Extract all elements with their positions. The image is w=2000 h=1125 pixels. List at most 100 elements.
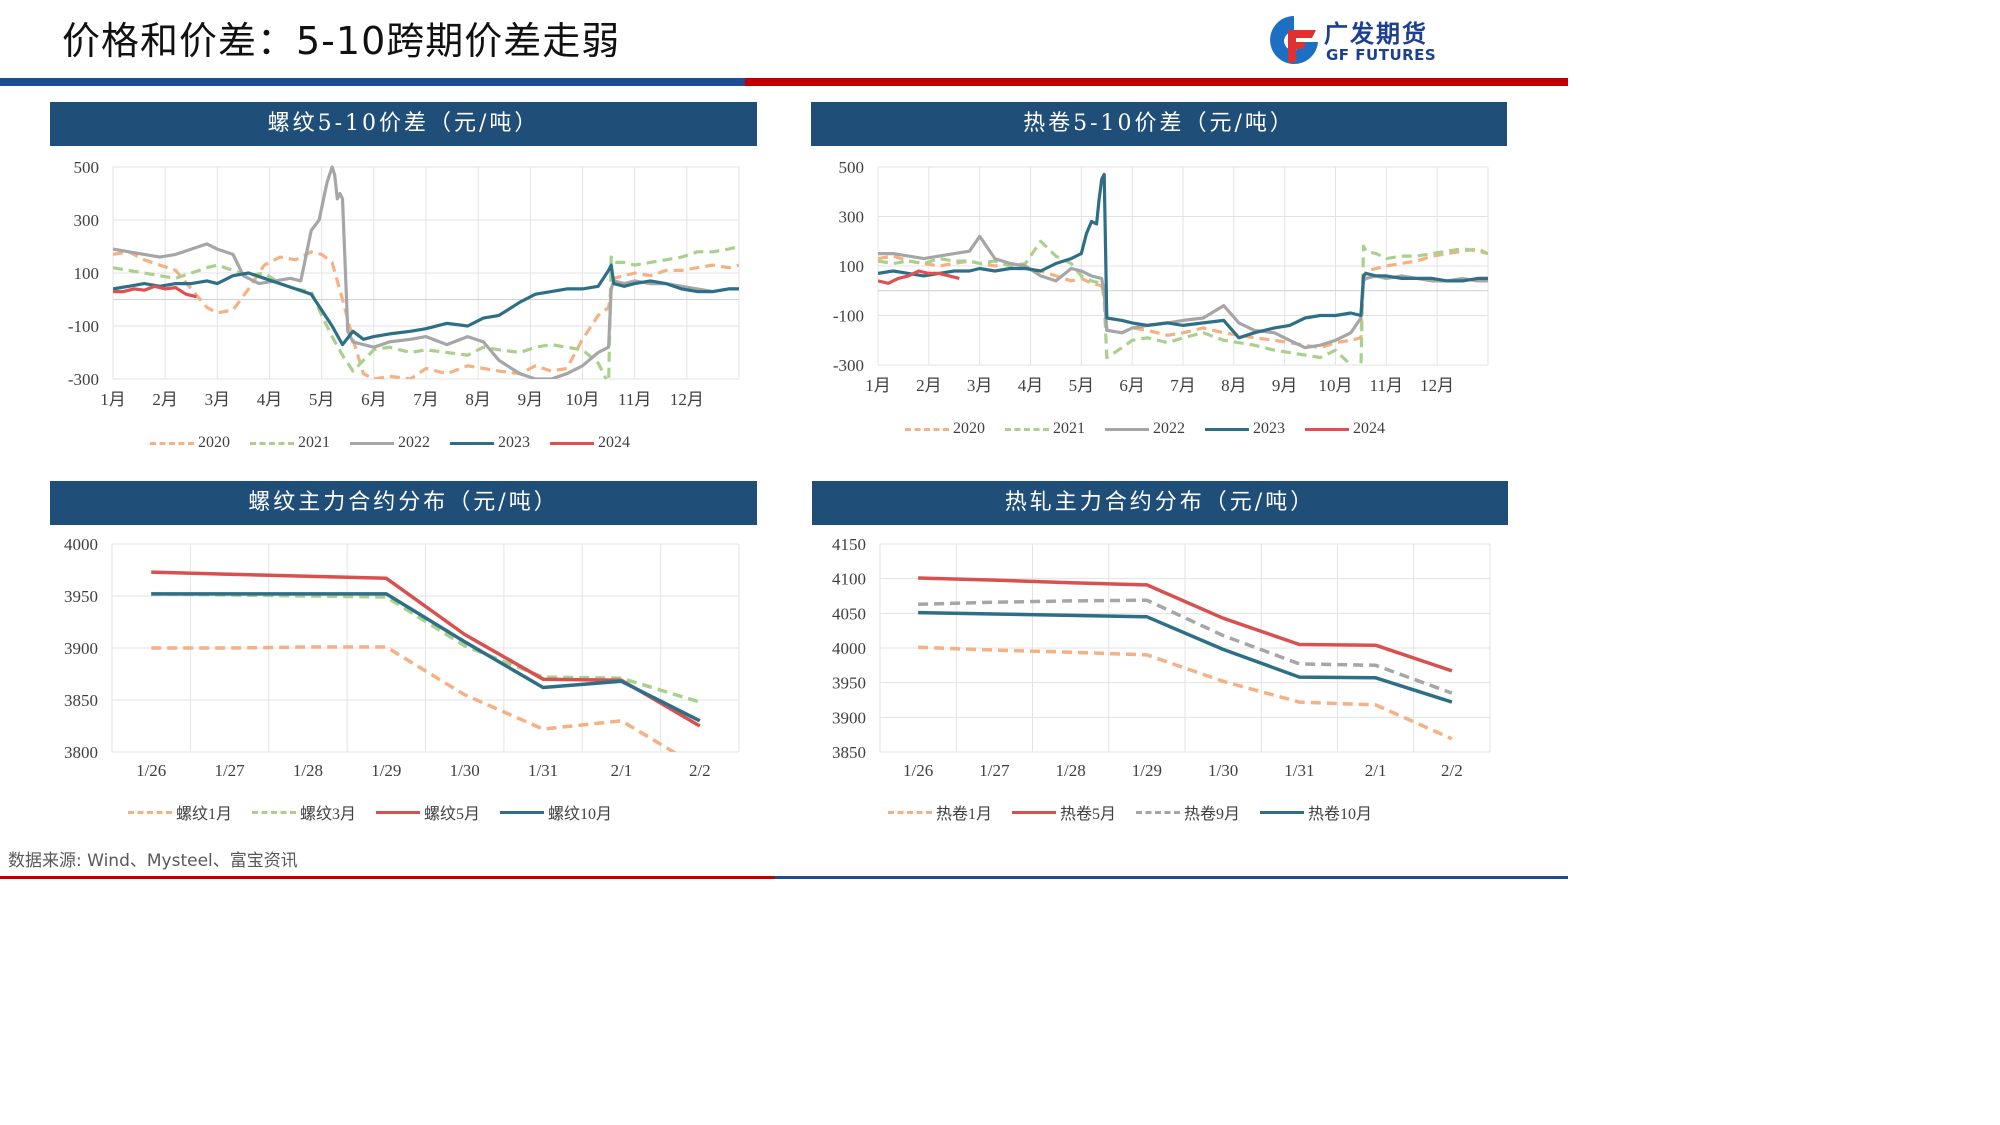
legend-swatch xyxy=(250,441,294,445)
legend-label: 2024 xyxy=(1353,420,1385,437)
legend-swatch xyxy=(1005,427,1049,431)
hrc-contracts-chart: 4150 4100 4050 4000 3950 3900 3850 1/26 1/27 1/28… xyxy=(832,535,1491,780)
legend-label: 热卷10月 xyxy=(1308,806,1373,823)
series-line-2023 xyxy=(878,172,1488,340)
y-tick-label: 3900 xyxy=(64,639,98,658)
legend-item: 2024 xyxy=(550,434,630,452)
x-tick-label: 9月 xyxy=(1272,376,1298,395)
x-tick-label: 1/31 xyxy=(528,761,558,780)
legend-swatch xyxy=(1012,810,1057,814)
x-tick-label: 1/30 xyxy=(1208,761,1238,780)
series-line-螺纹3月 xyxy=(151,592,701,704)
legend-swatch xyxy=(1105,427,1149,431)
legend-item: 螺纹10月 xyxy=(500,800,612,824)
x-tick-label: 12月 xyxy=(670,390,704,409)
y-tick-label: 3850 xyxy=(64,691,98,710)
x-tick-label: 1/29 xyxy=(371,761,401,780)
x-tick-label: 12月 xyxy=(1420,376,1454,395)
legend-swatch xyxy=(500,810,545,814)
y-tick-label: 4000 xyxy=(832,639,866,658)
series-line-热卷9月 xyxy=(918,598,1453,695)
y-tick-label: -100 xyxy=(68,317,99,336)
legend-item: 2024 xyxy=(1305,420,1385,438)
x-tick-label: 1/31 xyxy=(1284,761,1314,780)
legend-item: 热卷5月 xyxy=(1012,800,1116,824)
hrc-spread-legend: 2020 2021 2022 2023 2024 xyxy=(905,417,1385,441)
legend-swatch xyxy=(550,441,594,445)
legend-swatch xyxy=(1136,810,1181,814)
legend-item: 2020 xyxy=(905,420,985,438)
rebar-contracts-legend: 螺纹1月 螺纹3月 螺纹5月 螺纹10月 xyxy=(128,800,612,824)
legend-label: 2021 xyxy=(1053,420,1085,437)
legend-label: 热卷1月 xyxy=(936,806,993,823)
legend-label: 螺纹10月 xyxy=(548,806,613,823)
x-tick-label: 2/2 xyxy=(1441,761,1463,780)
x-tick-label: 8月 xyxy=(465,390,491,409)
legend-label: 2021 xyxy=(298,434,330,451)
legend-swatch xyxy=(905,427,949,431)
hrc-contracts-legend: 热卷1月 热卷5月 热卷9月 热卷10月 xyxy=(888,800,1372,824)
y-tick-label: 3950 xyxy=(832,674,866,693)
legend-swatch xyxy=(350,441,394,445)
legend-swatch xyxy=(376,810,421,814)
x-tick-label: 1/26 xyxy=(136,761,166,780)
legend-label: 螺纹5月 xyxy=(424,806,481,823)
series-line-热卷5月 xyxy=(918,576,1453,673)
x-tick-label: 3月 xyxy=(205,390,231,409)
legend-label: 2020 xyxy=(953,420,985,437)
x-tick-label: 1/27 xyxy=(214,761,245,780)
series-line-螺纹1月 xyxy=(151,645,678,752)
x-tick-label: 1/26 xyxy=(903,761,933,780)
y-tick-label: 500 xyxy=(839,158,865,177)
x-tick-label: 10月 xyxy=(566,390,600,409)
legend-item: 2021 xyxy=(250,434,330,452)
x-tick-label: 6月 xyxy=(1119,376,1145,395)
legend-item: 螺纹5月 xyxy=(376,800,480,824)
x-tick-label: 1/28 xyxy=(293,761,323,780)
y-tick-label: 4000 xyxy=(64,535,98,554)
x-tick-label: 11月 xyxy=(1370,376,1403,395)
legend-label: 热卷5月 xyxy=(1060,806,1117,823)
series-line-2024 xyxy=(878,269,960,285)
legend-item: 热卷9月 xyxy=(1136,800,1240,824)
legend-label: 2022 xyxy=(398,434,430,451)
rebar-contracts-chart: 4000 3950 3900 3850 3800 1/26 1/27 1/28 1/29 1/30… xyxy=(64,535,740,780)
data-source-note: 数据来源: Wind、Mysteel、富宝资讯 xyxy=(8,851,298,871)
legend-label: 螺纹1月 xyxy=(176,806,233,823)
series-line-螺纹10月 xyxy=(151,592,701,723)
logo-cn-text: 广发期货 xyxy=(1324,20,1428,48)
x-tick-label: 2月 xyxy=(152,390,178,409)
y-tick-label: 500 xyxy=(74,158,100,177)
y-tick-label: 100 xyxy=(74,264,100,283)
legend-swatch xyxy=(450,441,494,445)
x-tick-label: 1/28 xyxy=(1056,761,1086,780)
x-tick-label: 10月 xyxy=(1319,376,1353,395)
header-divider-red xyxy=(745,78,1568,86)
legend-item: 螺纹3月 xyxy=(252,800,356,824)
x-tick-label: 8月 xyxy=(1221,376,1247,395)
y-tick-label: 4150 xyxy=(832,535,866,554)
x-tick-label: 7月 xyxy=(413,390,439,409)
x-tick-label: 2/1 xyxy=(611,761,633,780)
rebar-spread-legend: 2020 2021 2022 2023 2024 xyxy=(150,431,630,455)
legend-label: 2024 xyxy=(598,434,630,451)
legend-item: 2023 xyxy=(450,434,530,452)
series-line-2021 xyxy=(113,244,739,379)
legend-label: 热卷9月 xyxy=(1184,806,1241,823)
y-tick-label: -300 xyxy=(833,356,864,375)
legend-item: 热卷10月 xyxy=(1260,800,1372,824)
legend-label: 2022 xyxy=(1153,420,1185,437)
rebar-contracts-header: 螺纹主力合约分布（元/吨） xyxy=(50,481,757,525)
gf-logo-icon xyxy=(1270,16,1318,64)
legend-swatch xyxy=(888,810,932,814)
x-tick-label: 2/1 xyxy=(1365,761,1387,780)
series-line-热卷10月 xyxy=(918,610,1453,704)
y-tick-label: 300 xyxy=(839,208,865,227)
series-line-螺纹5月 xyxy=(151,570,701,728)
legend-label: 2020 xyxy=(198,434,230,451)
legend-swatch xyxy=(252,810,297,814)
series-line-2021 xyxy=(878,239,1488,365)
x-tick-label: 4月 xyxy=(257,390,283,409)
legend-swatch xyxy=(1205,427,1249,431)
